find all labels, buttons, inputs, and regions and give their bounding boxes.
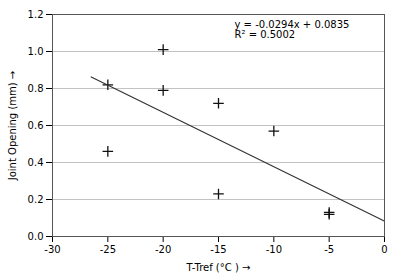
svg-text:-30: -30 (44, 244, 60, 255)
svg-text:-20: -20 (155, 244, 171, 255)
svg-text:0: 0 (381, 244, 387, 255)
svg-text:0.8: 0.8 (28, 83, 44, 94)
svg-text:-25: -25 (100, 244, 116, 255)
svg-text:1.2: 1.2 (28, 9, 44, 20)
svg-text:0.4: 0.4 (28, 157, 44, 168)
svg-text:Joint Opening (mm) →: Joint Opening (mm) → (7, 71, 18, 181)
svg-text:y = -0.0294x + 0.0835R² = 0.50: y = -0.0294x + 0.0835R² = 0.5002 (235, 19, 350, 40)
svg-text:-10: -10 (266, 244, 282, 255)
svg-text:-5: -5 (324, 244, 334, 255)
svg-text:0.6: 0.6 (28, 120, 44, 131)
svg-text:0.2: 0.2 (28, 194, 44, 205)
svg-text:-15: -15 (210, 244, 226, 255)
svg-text:T-Tref (°C ) →: T-Tref (°C ) → (186, 262, 251, 273)
svg-text:1.0: 1.0 (28, 46, 44, 57)
svg-text:0.0: 0.0 (28, 231, 44, 242)
